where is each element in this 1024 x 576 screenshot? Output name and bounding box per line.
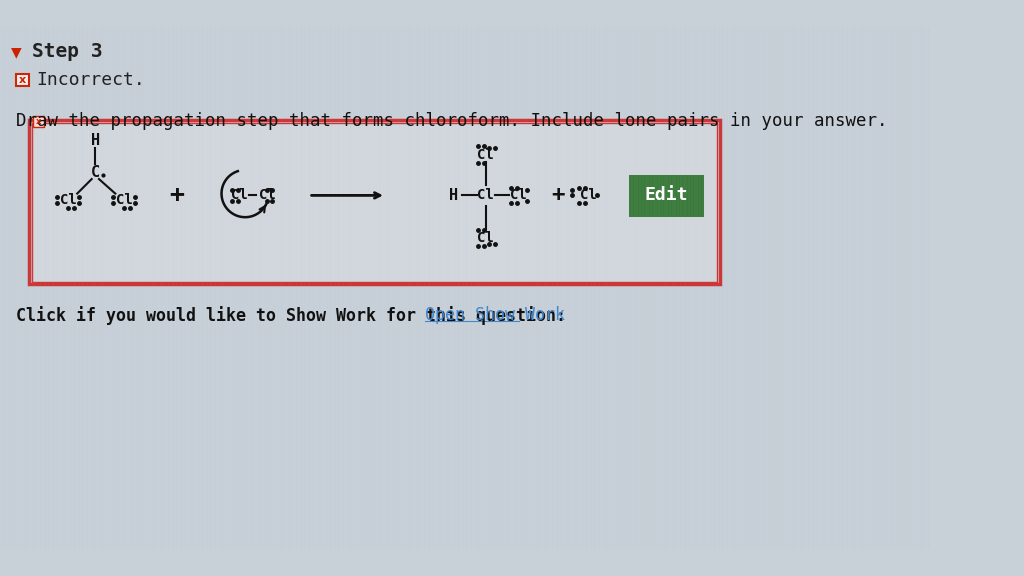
Text: Incorrect.: Incorrect.	[36, 71, 145, 89]
Text: Click if you would like to Show Work for this question:: Click if you would like to Show Work for…	[16, 306, 566, 325]
FancyBboxPatch shape	[29, 120, 720, 285]
Text: Edit: Edit	[645, 187, 688, 204]
FancyBboxPatch shape	[32, 123, 717, 282]
Text: Open Show Work: Open Show Work	[425, 306, 565, 324]
Text: Cl: Cl	[231, 188, 248, 202]
Text: +: +	[551, 185, 564, 206]
Text: C: C	[91, 165, 100, 180]
Text: +: +	[170, 183, 184, 207]
Text: Cl: Cl	[510, 188, 526, 202]
Text: Cl: Cl	[116, 193, 133, 207]
FancyBboxPatch shape	[629, 176, 703, 217]
Text: H: H	[91, 134, 100, 149]
Text: H: H	[450, 188, 459, 203]
Text: x: x	[36, 118, 41, 126]
Text: x: x	[19, 75, 27, 85]
Text: Cl: Cl	[580, 188, 597, 202]
Text: Cl: Cl	[258, 188, 275, 202]
Text: ▼: ▼	[11, 45, 22, 59]
Text: Draw the propagation step that forms chloroform. Include lone pairs in your answ: Draw the propagation step that forms chl…	[16, 112, 888, 130]
Text: Cl: Cl	[477, 147, 495, 161]
Text: Cl: Cl	[477, 231, 495, 245]
Text: Step 3: Step 3	[32, 43, 102, 62]
Text: Cl: Cl	[59, 193, 77, 207]
Text: Cl: Cl	[477, 188, 495, 202]
FancyBboxPatch shape	[16, 74, 29, 86]
FancyBboxPatch shape	[33, 116, 44, 127]
